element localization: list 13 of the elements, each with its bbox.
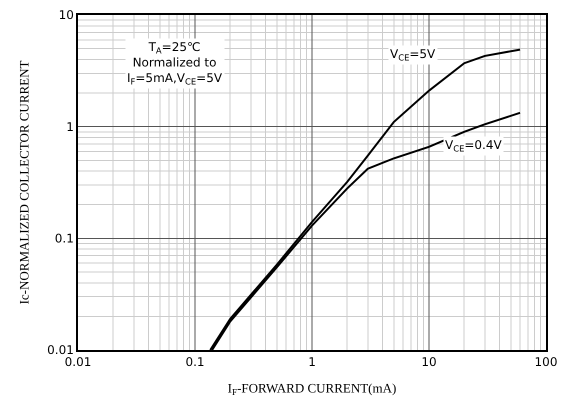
y-axis-title: Ic-NORMALIZED COLLECTOR CURRENT [16, 60, 32, 304]
series-label: V$_{CE}$=0.4V [445, 138, 502, 154]
x-tick-label: 10 [421, 355, 437, 370]
y-tick-label: 0.01 [47, 343, 74, 358]
series-label: V$_{CE}$=5V [390, 47, 436, 63]
text: T$_{A}$=25℃ Normalized to I$_{F}$=5mA,V$_{CE}$=5V [127, 40, 222, 87]
x-tick-label: 100 [534, 355, 558, 370]
x-axis-title: I$_{F}$-FORWARD CURRENT(mA) [228, 380, 396, 397]
y-tick-label: 10 [58, 8, 74, 22]
y-tick-label: 0.1 [54, 232, 74, 246]
x-tick-label: 0.1 [185, 355, 205, 370]
y-tick-label: 1 [66, 120, 74, 134]
x-tick-label: 1 [308, 355, 316, 370]
